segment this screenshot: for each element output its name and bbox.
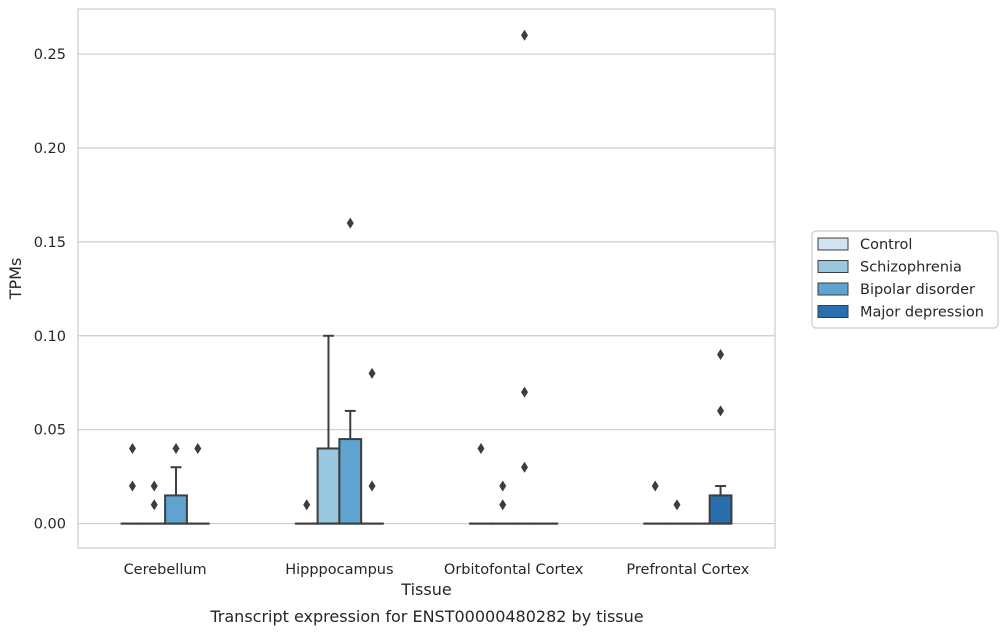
outlier-point (129, 443, 136, 454)
outlier-point (717, 349, 724, 360)
box-bipolar-disorder (514, 30, 536, 524)
box-schizophrenia (492, 481, 514, 524)
outlier-point (129, 481, 136, 492)
legend-label: Schizophrenia (860, 260, 962, 276)
legend-label: Bipolar disorder (860, 282, 975, 298)
x-tick-label: Orbitofontal Cortex (444, 562, 584, 578)
box-control (122, 443, 144, 524)
y-axis-label: TPMs (6, 258, 25, 301)
x-tick-label: Hipppocampus (285, 562, 393, 578)
box-body (339, 439, 361, 524)
box-schizophrenia (143, 481, 165, 524)
y-tick-label: 0.05 (34, 423, 66, 439)
outlier-point (717, 405, 724, 416)
x-tick-label: Cerebellum (124, 562, 207, 578)
legend-label: Control (860, 237, 912, 253)
x-axis-label: Tissue (400, 580, 451, 599)
outlier-point (369, 368, 376, 379)
x-tick-label: Prefrontal Cortex (626, 562, 749, 578)
outlier-point (499, 499, 506, 510)
grid-layer (78, 54, 775, 524)
plot-frame (78, 9, 775, 548)
outlier-point (151, 481, 158, 492)
box-major-depression (710, 349, 732, 524)
box-control (644, 481, 666, 524)
outlier-point (194, 443, 201, 454)
box-major-depression (187, 443, 209, 524)
y-tick-label: 0.20 (34, 141, 66, 157)
chart-caption: Transcript expression for ENST0000048028… (209, 607, 643, 626)
box-bipolar-disorder (165, 443, 187, 524)
axes-layer: 0.00 0.05 0.10 0.15 0.20 0.25 Cerebellum Hipppo… (34, 47, 750, 578)
outlier-point (151, 499, 158, 510)
y-tick-label: 0.10 (34, 329, 66, 345)
outlier-point (369, 481, 376, 492)
box-body (318, 448, 340, 523)
y-tick-label: 0.00 (34, 517, 66, 533)
box-control (296, 499, 318, 523)
box-body (710, 495, 732, 523)
legend-swatch (818, 238, 848, 250)
outlier-point (477, 443, 484, 454)
box-body (165, 495, 187, 523)
box-control (470, 443, 492, 524)
outlier-point (499, 481, 506, 492)
outlier-point (303, 499, 310, 510)
box-bipolar-disorder (339, 218, 361, 524)
y-tick-label: 0.25 (34, 47, 66, 63)
legend-swatch (818, 283, 848, 295)
outlier-point (347, 218, 354, 229)
y-tick-label: 0.15 (34, 235, 66, 251)
legend-swatch (818, 306, 848, 318)
box-schizophrenia (666, 499, 688, 523)
legend: Control Schizophrenia Bipolar disorder Majo… (812, 231, 998, 328)
marks-layer (122, 30, 732, 524)
box-major-depression (361, 368, 383, 524)
outlier-point (652, 481, 659, 492)
outlier-point (173, 443, 180, 454)
legend-swatch (818, 261, 848, 273)
legend-label: Major depression (860, 305, 984, 321)
outlier-point (673, 499, 680, 510)
outlier-point (521, 387, 528, 398)
outlier-point (521, 30, 528, 41)
outlier-point (521, 462, 528, 473)
